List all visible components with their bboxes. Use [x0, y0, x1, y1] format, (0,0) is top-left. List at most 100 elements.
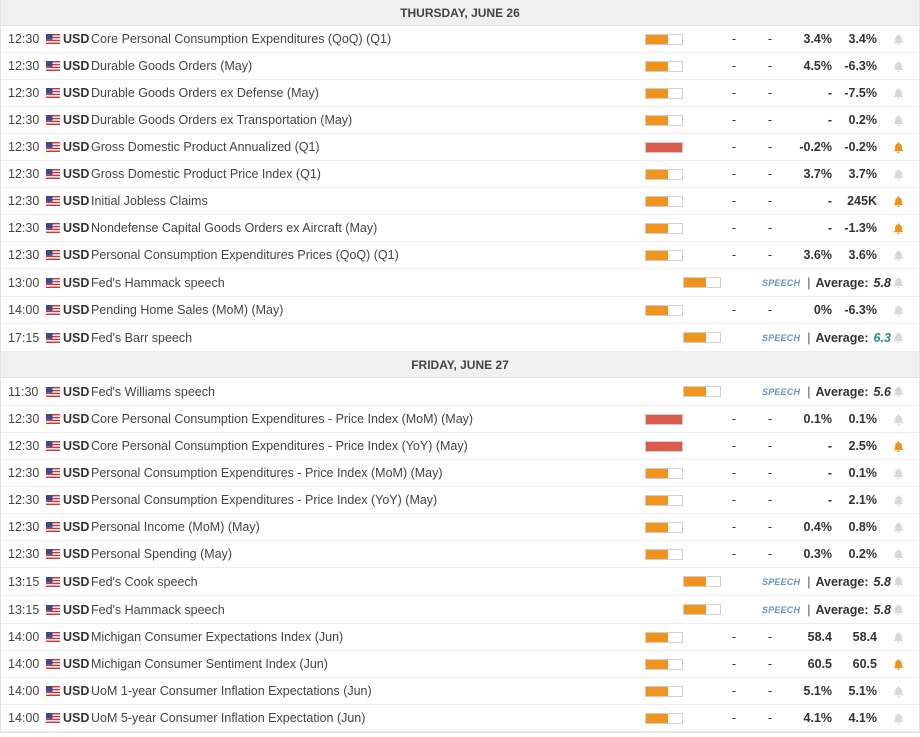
event-name[interactable]: UoM 5-year Consumer Inflation Expectatio…	[91, 711, 366, 725]
alert-toggle[interactable]	[877, 548, 919, 561]
us-flag-icon	[46, 713, 60, 723]
event-row[interactable]: 12:30 USD Initial Jobless Claims - - - 2…	[1, 188, 919, 215]
event-name[interactable]: Durable Goods Orders (May)	[91, 59, 253, 73]
event-row[interactable]: 12:30 USD Core Personal Consumption Expe…	[1, 406, 919, 433]
alert-toggle[interactable]	[877, 685, 919, 698]
event-name[interactable]: UoM 1-year Consumer Inflation Expectatio…	[91, 684, 372, 698]
alert-toggle[interactable]	[877, 467, 919, 480]
event-row[interactable]: 12:30 USD Personal Income (MoM) (May) - …	[1, 514, 919, 541]
event-row[interactable]: 12:30 USD Core Personal Consumption Expe…	[1, 433, 919, 460]
alert-toggle[interactable]	[877, 195, 919, 208]
event-row[interactable]: 12:30 USD Personal Consumption Expenditu…	[1, 460, 919, 487]
event-row[interactable]: 13:00 USD Fed's Hammack speech SPEECH | …	[1, 269, 919, 297]
alert-toggle[interactable]	[877, 385, 919, 398]
alert-toggle[interactable]	[877, 60, 919, 73]
event-name[interactable]: Initial Jobless Claims	[91, 194, 208, 208]
event-name[interactable]: Michigan Consumer Sentiment Index (Jun)	[91, 657, 328, 671]
alert-toggle[interactable]	[877, 494, 919, 507]
event-row[interactable]: 12:30 USD Gross Domestic Product Annuali…	[1, 134, 919, 161]
consensus-value: -	[767, 466, 772, 480]
event-name[interactable]: Durable Goods Orders ex Defense (May)	[91, 86, 319, 100]
event-row[interactable]: 11:30 USD Fed's Williams speech SPEECH |…	[1, 378, 919, 406]
event-row[interactable]: 13:15 USD Fed's Hammack speech SPEECH | …	[1, 596, 919, 624]
event-name[interactable]: Personal Consumption Expenditures - Pric…	[91, 493, 438, 507]
event-name[interactable]: Durable Goods Orders ex Transportation (…	[91, 113, 353, 127]
consensus-value: -	[767, 194, 772, 208]
alert-toggle[interactable]	[877, 222, 919, 235]
event-row[interactable]: 14:00 USD UoM 1-year Consumer Inflation …	[1, 678, 919, 705]
event-row[interactable]: 12:30 USD Durable Goods Orders (May) - -…	[1, 53, 919, 80]
event-row[interactable]: 12:30 USD Personal Consumption Expenditu…	[1, 487, 919, 514]
alert-toggle[interactable]	[877, 141, 919, 154]
alert-toggle[interactable]	[877, 114, 919, 127]
consensus-value: -	[767, 140, 772, 154]
event-name[interactable]: Gross Domestic Product Price Index (Q1)	[91, 167, 321, 181]
event-row[interactable]: 17:15 USD Fed's Barr speech SPEECH | Ave…	[1, 324, 919, 352]
alert-toggle[interactable]	[877, 304, 919, 317]
alert-toggle[interactable]	[877, 33, 919, 46]
event-name[interactable]: Fed's Cook speech	[91, 574, 198, 589]
event-row[interactable]: 14:00 USD UoM 5-year Consumer Inflation …	[1, 705, 919, 732]
event-row[interactable]: 12:30 USD Core Personal Consumption Expe…	[1, 26, 919, 53]
alert-toggle[interactable]	[877, 658, 919, 671]
event-name[interactable]: Michigan Consumer Expectations Index (Ju…	[91, 630, 344, 644]
event-row[interactable]: 13:15 USD Fed's Cook speech SPEECH | Ave…	[1, 568, 919, 596]
event-row[interactable]: 14:00 USD Michigan Consumer Expectations…	[1, 624, 919, 651]
event-currency: USD	[63, 547, 90, 561]
alert-toggle[interactable]	[877, 575, 919, 588]
event-name[interactable]: Fed's Williams speech	[91, 384, 215, 399]
alert-toggle[interactable]	[877, 249, 919, 262]
actual-value: -	[731, 167, 736, 181]
us-flag-icon	[46, 549, 60, 559]
event-name[interactable]: Personal Consumption Expenditures - Pric…	[91, 466, 443, 480]
impact-fill	[684, 577, 706, 586]
forecast-value: 0.1%	[803, 412, 833, 426]
impact-fill	[646, 169, 668, 179]
alert-toggle[interactable]	[877, 712, 919, 725]
alert-toggle[interactable]	[877, 521, 919, 534]
event-row[interactable]: 14:00 USD Michigan Consumer Sentiment In…	[1, 651, 919, 678]
bell-icon	[893, 33, 903, 45]
alert-toggle[interactable]	[877, 631, 919, 644]
impact-fill	[646, 223, 668, 233]
event-name[interactable]: Personal Income (MoM) (May)	[91, 520, 260, 534]
impact-indicator	[683, 604, 721, 615]
event-time: 12:30	[8, 221, 40, 235]
alert-toggle[interactable]	[877, 440, 919, 453]
event-row[interactable]: 12:30 USD Gross Domestic Product Price I…	[1, 161, 919, 188]
divider: |	[807, 275, 811, 290]
alert-toggle[interactable]	[877, 168, 919, 181]
event-name[interactable]: Core Personal Consumption Expenditures -…	[91, 412, 474, 426]
average-label: Average:	[815, 330, 869, 345]
event-row[interactable]: 12:30 USD Nondefense Capital Goods Order…	[1, 215, 919, 242]
event-name[interactable]: Core Personal Consumption Expenditures -…	[91, 439, 468, 453]
alert-toggle[interactable]	[877, 331, 919, 344]
event-row[interactable]: 14:00 USD Pending Home Sales (MoM) (May)…	[1, 297, 919, 324]
event-name[interactable]: Core Personal Consumption Expenditures (…	[91, 32, 392, 46]
us-flag-icon	[46, 686, 60, 696]
bell-icon	[893, 304, 903, 316]
event-name[interactable]: Personal Consumption Expenditures Prices…	[91, 248, 399, 262]
event-name[interactable]: Personal Spending (May)	[91, 547, 233, 561]
alert-toggle[interactable]	[877, 87, 919, 100]
previous-value: 2.1%	[848, 493, 878, 507]
alert-toggle[interactable]	[877, 603, 919, 616]
event-name[interactable]: Gross Domestic Product Annualized (Q1)	[91, 140, 320, 154]
event-row[interactable]: 12:30 USD Durable Goods Orders ex Defens…	[1, 80, 919, 107]
event-name[interactable]: Fed's Hammack speech	[91, 602, 225, 617]
event-name[interactable]: Pending Home Sales (MoM) (May)	[91, 303, 284, 317]
impact-fill	[646, 414, 682, 424]
event-time: 12:30	[8, 194, 40, 208]
event-name[interactable]: Fed's Barr speech	[91, 330, 193, 345]
alert-toggle[interactable]	[877, 413, 919, 426]
consensus-value: -	[767, 657, 772, 671]
event-row[interactable]: 12:30 USD Personal Spending (May) - - 0.…	[1, 541, 919, 568]
event-row[interactable]: 12:30 USD Durable Goods Orders ex Transp…	[1, 107, 919, 134]
alert-toggle[interactable]	[877, 276, 919, 289]
event-row[interactable]: 12:30 USD Personal Consumption Expenditu…	[1, 242, 919, 269]
event-name[interactable]: Fed's Hammack speech	[91, 275, 225, 290]
divider: |	[807, 330, 811, 345]
event-name[interactable]: Nondefense Capital Goods Orders ex Aircr…	[91, 221, 378, 235]
speech-tag: SPEECH	[762, 277, 801, 288]
impact-indicator	[645, 658, 683, 670]
